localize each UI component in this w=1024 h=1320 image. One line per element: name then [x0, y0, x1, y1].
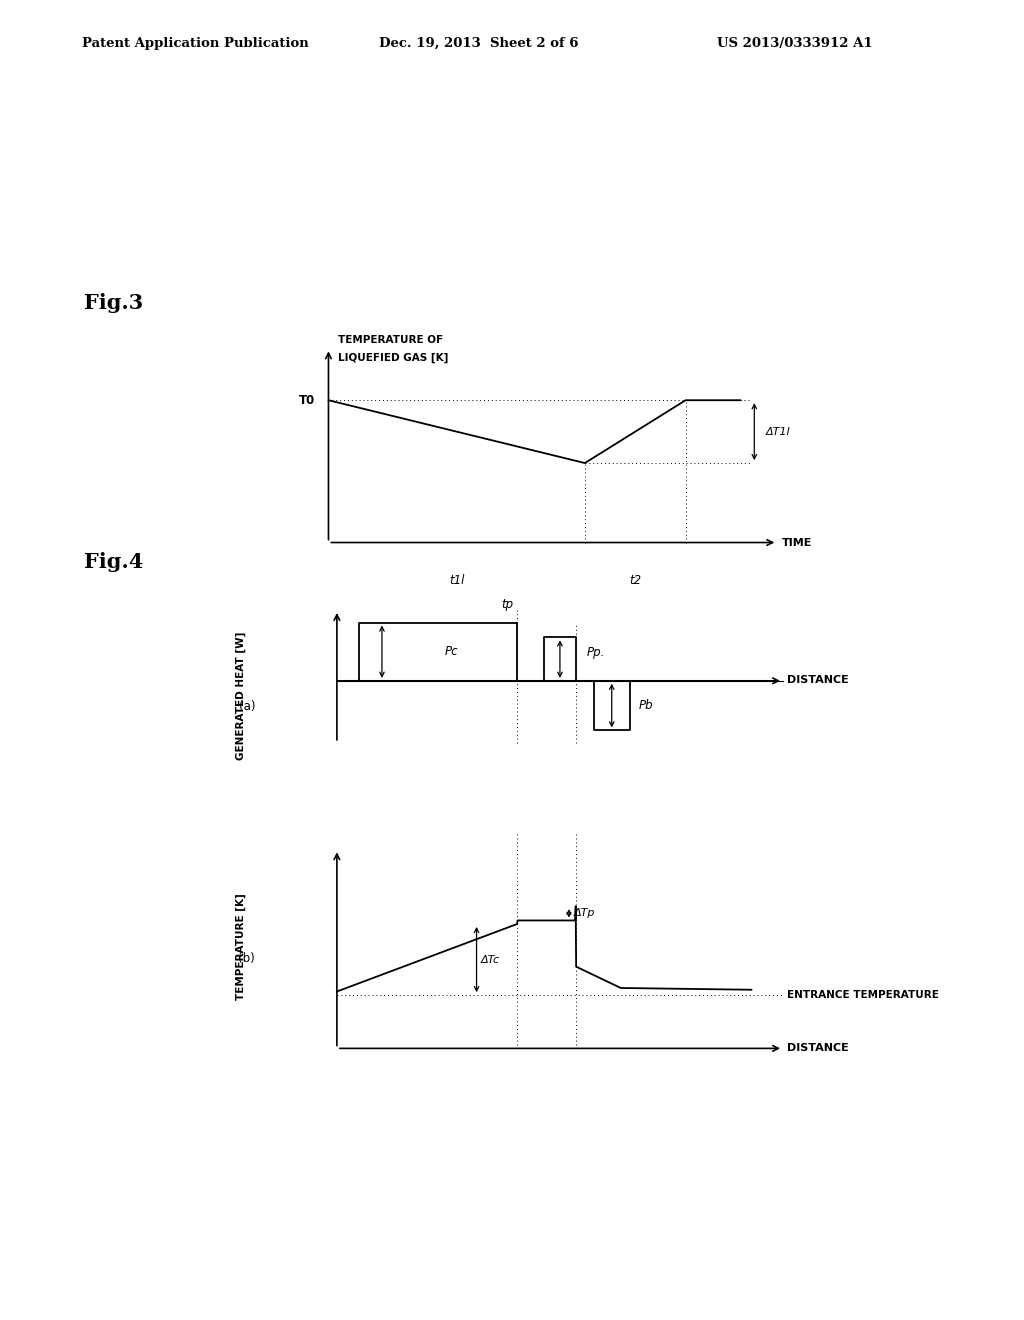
Text: Dec. 19, 2013  Sheet 2 of 6: Dec. 19, 2013 Sheet 2 of 6 — [379, 37, 579, 50]
Text: t2: t2 — [629, 574, 641, 587]
Text: ENTRANCE TEMPERATURE: ENTRANCE TEMPERATURE — [787, 990, 939, 1001]
Text: ΔT1l: ΔT1l — [766, 426, 791, 437]
Text: Fig.3: Fig.3 — [84, 293, 143, 313]
Text: ΔTp: ΔTp — [573, 908, 595, 919]
Text: T0: T0 — [298, 393, 314, 407]
Text: ΔTc: ΔTc — [481, 954, 500, 965]
Text: DISTANCE: DISTANCE — [787, 675, 849, 685]
Text: DISTANCE: DISTANCE — [787, 1043, 849, 1053]
Text: TEMPERATURE OF: TEMPERATURE OF — [338, 335, 442, 345]
Text: Patent Application Publication: Patent Application Publication — [82, 37, 308, 50]
Text: (a): (a) — [239, 700, 255, 713]
Text: Pp.: Pp. — [587, 647, 605, 660]
Text: Fig.4: Fig.4 — [84, 552, 143, 572]
Text: TEMPERATURE [K]: TEMPERATURE [K] — [236, 894, 247, 1001]
Text: t1l: t1l — [449, 574, 464, 587]
Text: TIME: TIME — [781, 537, 812, 548]
Text: LIQUEFIED GAS [K]: LIQUEFIED GAS [K] — [338, 352, 449, 363]
Text: (b): (b) — [239, 952, 255, 965]
Text: Pc: Pc — [445, 645, 459, 659]
Text: Pb: Pb — [639, 700, 653, 711]
Text: US 2013/0333912 A1: US 2013/0333912 A1 — [717, 37, 872, 50]
Text: GENERATED HEAT [W]: GENERATED HEAT [W] — [236, 632, 247, 760]
Text: tp: tp — [501, 598, 513, 611]
